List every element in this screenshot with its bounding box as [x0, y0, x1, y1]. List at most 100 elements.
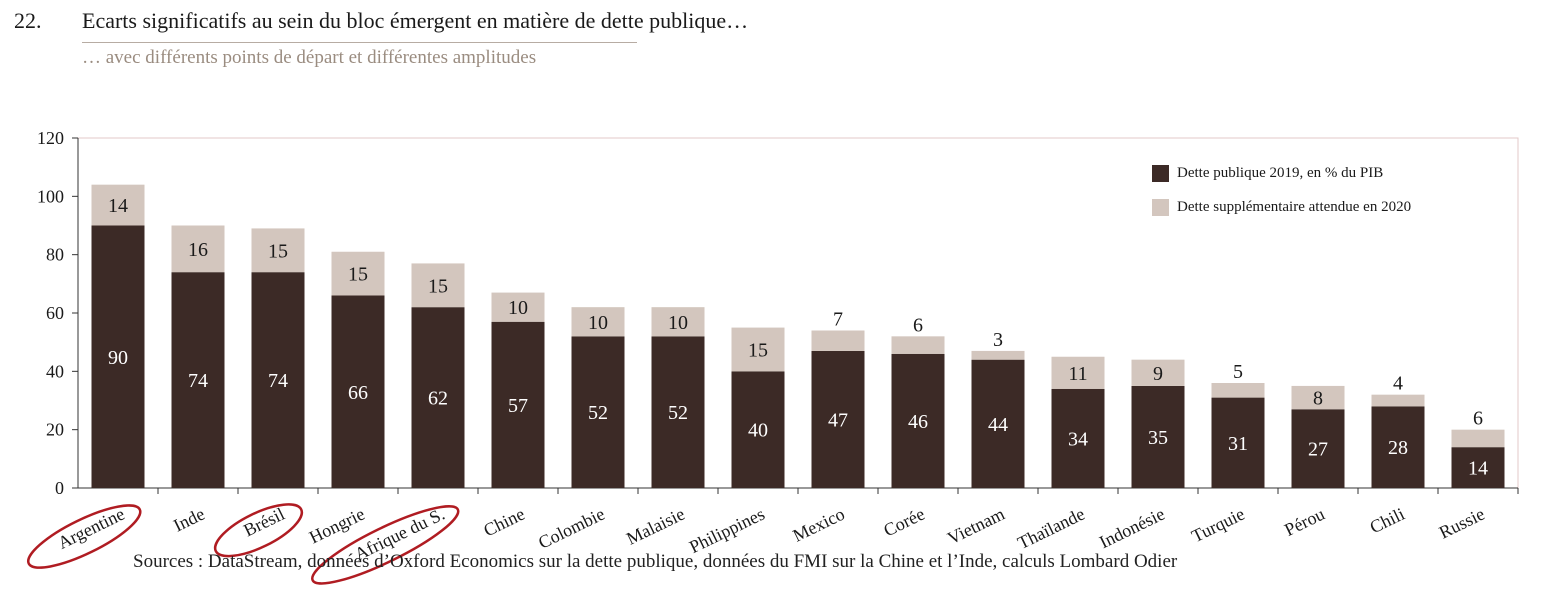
- data-label-2020: 7: [833, 309, 843, 331]
- legend-label-dette-2020: Dette supplémentaire attendue en 2020: [1177, 199, 1412, 215]
- highlight-circle: [213, 503, 304, 558]
- data-label-2020: 5: [1233, 361, 1243, 383]
- bar-dette-2019: [651, 336, 705, 488]
- bar-dette-2019: [411, 307, 465, 488]
- bar-dette-supplementaire: [1371, 394, 1425, 407]
- bar-dette-2019: [1291, 409, 1345, 488]
- data-label-2020: 15: [428, 275, 448, 297]
- bar-dette-2019: [571, 336, 625, 488]
- data-label-2019: 66: [348, 382, 368, 404]
- bar-dette-2019: [731, 371, 785, 488]
- y-tick-label: 60: [46, 303, 64, 323]
- bar-dette-2019: [891, 353, 945, 488]
- data-label-2019: 47: [828, 409, 848, 431]
- bar-dette-2019: [1371, 406, 1425, 488]
- x-category-label: Chili: [1367, 504, 1408, 538]
- bar-dette-2019: [1451, 447, 1505, 488]
- bar-dette-2019: [1131, 385, 1185, 488]
- highlight-circle: [311, 505, 460, 585]
- data-label-2020: 9: [1153, 363, 1163, 385]
- data-label-2019: 74: [268, 370, 288, 392]
- x-category-label: Malaisie: [623, 504, 687, 549]
- data-label-2020: 15: [748, 339, 768, 361]
- x-category-label: Russie: [1436, 504, 1488, 543]
- data-label-2020: 10: [508, 297, 528, 319]
- data-label-2019: 90: [108, 347, 128, 369]
- chart-subtitle: … avec différents points de départ et di…: [82, 47, 537, 68]
- data-label-2019: 31: [1228, 433, 1248, 455]
- data-label-2020: 3: [993, 329, 1003, 351]
- data-label-2019: 27: [1308, 439, 1328, 461]
- bar-dette-supplementaire: [651, 307, 705, 337]
- data-label-2020: 4: [1393, 373, 1403, 395]
- x-category-label: Mexico: [790, 504, 848, 546]
- bar-dette-supplementaire: [1051, 356, 1105, 389]
- source-note: Sources : DataStream, données d’Oxford E…: [133, 551, 1178, 572]
- bar-dette-2019: [171, 272, 225, 488]
- data-label-2019: 52: [668, 402, 688, 424]
- data-label-2019: 28: [1388, 437, 1408, 459]
- title-divider: [82, 42, 637, 43]
- data-label-2019: 62: [428, 388, 448, 410]
- data-label-2020: 16: [188, 239, 208, 261]
- bar-dette-2019: [971, 359, 1025, 488]
- bar-dette-2019: [251, 272, 305, 488]
- figure-number: 22.: [14, 8, 42, 33]
- chart-title: Ecarts significatifs au sein du bloc éme…: [82, 8, 749, 33]
- data-label-2020: 14: [108, 195, 128, 217]
- x-category-label: Thaïlande: [1014, 504, 1087, 554]
- data-label-2020: 15: [348, 264, 368, 286]
- x-category-label: Colombie: [535, 504, 608, 553]
- bar-dette-supplementaire: [1291, 385, 1345, 410]
- data-label-2019: 40: [748, 420, 768, 442]
- y-tick-label: 20: [46, 420, 64, 440]
- x-category-label: Indonésie: [1096, 504, 1168, 553]
- bar-dette-supplementaire: [491, 292, 545, 322]
- data-label-2019: 44: [988, 414, 1008, 436]
- y-tick-label: 120: [37, 128, 64, 148]
- bar-dette-2019: [331, 295, 385, 488]
- bar-dette-supplementaire: [1451, 429, 1505, 448]
- bar-dette-supplementaire: [571, 307, 625, 337]
- legend-item-dette-2019: Dette publique 2019, en % du PIB: [1152, 165, 1383, 182]
- bar-dette-supplementaire: [171, 225, 225, 273]
- data-label-2019: 74: [188, 370, 208, 392]
- x-category-label: Pérou: [1281, 504, 1328, 540]
- bar-dette-supplementaire: [1131, 359, 1185, 386]
- bar-dette-supplementaire: [971, 350, 1025, 360]
- data-label-2020: 8: [1313, 388, 1323, 410]
- data-label-2020: 11: [1068, 363, 1087, 385]
- x-category-label: Turquie: [1188, 504, 1247, 547]
- bar-dette-supplementaire: [331, 251, 385, 296]
- data-label-2019: 57: [508, 395, 528, 417]
- bar-dette-supplementaire: [251, 228, 305, 273]
- legend-swatch-dark: [1152, 165, 1169, 182]
- highlight-circle: [27, 504, 142, 569]
- data-label-2020: 10: [588, 312, 608, 334]
- y-tick-label: 80: [46, 245, 64, 265]
- y-tick-label: 0: [55, 478, 64, 498]
- x-category-label: Philippines: [686, 504, 768, 557]
- y-tick-label: 100: [37, 186, 64, 206]
- bar-dette-supplementaire: [811, 330, 865, 351]
- bar-dette-2019: [91, 225, 145, 488]
- bar-dette-2019: [491, 321, 545, 488]
- data-label-2019: 52: [588, 402, 608, 424]
- data-label-2020: 6: [1473, 408, 1483, 430]
- bar-dette-supplementaire: [1211, 383, 1265, 398]
- bar-dette-2019: [811, 350, 865, 488]
- data-label-2019: 14: [1468, 458, 1488, 480]
- x-category-label: Chine: [480, 504, 527, 541]
- data-label-2019: 35: [1148, 427, 1168, 449]
- y-tick-label: 40: [46, 361, 64, 381]
- data-label-2020: 15: [268, 240, 288, 262]
- bar-dette-2019: [1211, 397, 1265, 488]
- legend-swatch-light: [1152, 199, 1169, 216]
- data-label-2019: 34: [1068, 428, 1088, 450]
- legend-label-dette-2019: Dette publique 2019, en % du PIB: [1177, 165, 1384, 181]
- bar-dette-supplementaire: [411, 263, 465, 308]
- data-label-2019: 46: [908, 411, 928, 433]
- bar-dette-2019: [1051, 388, 1105, 488]
- bar-dette-supplementaire: [91, 184, 145, 226]
